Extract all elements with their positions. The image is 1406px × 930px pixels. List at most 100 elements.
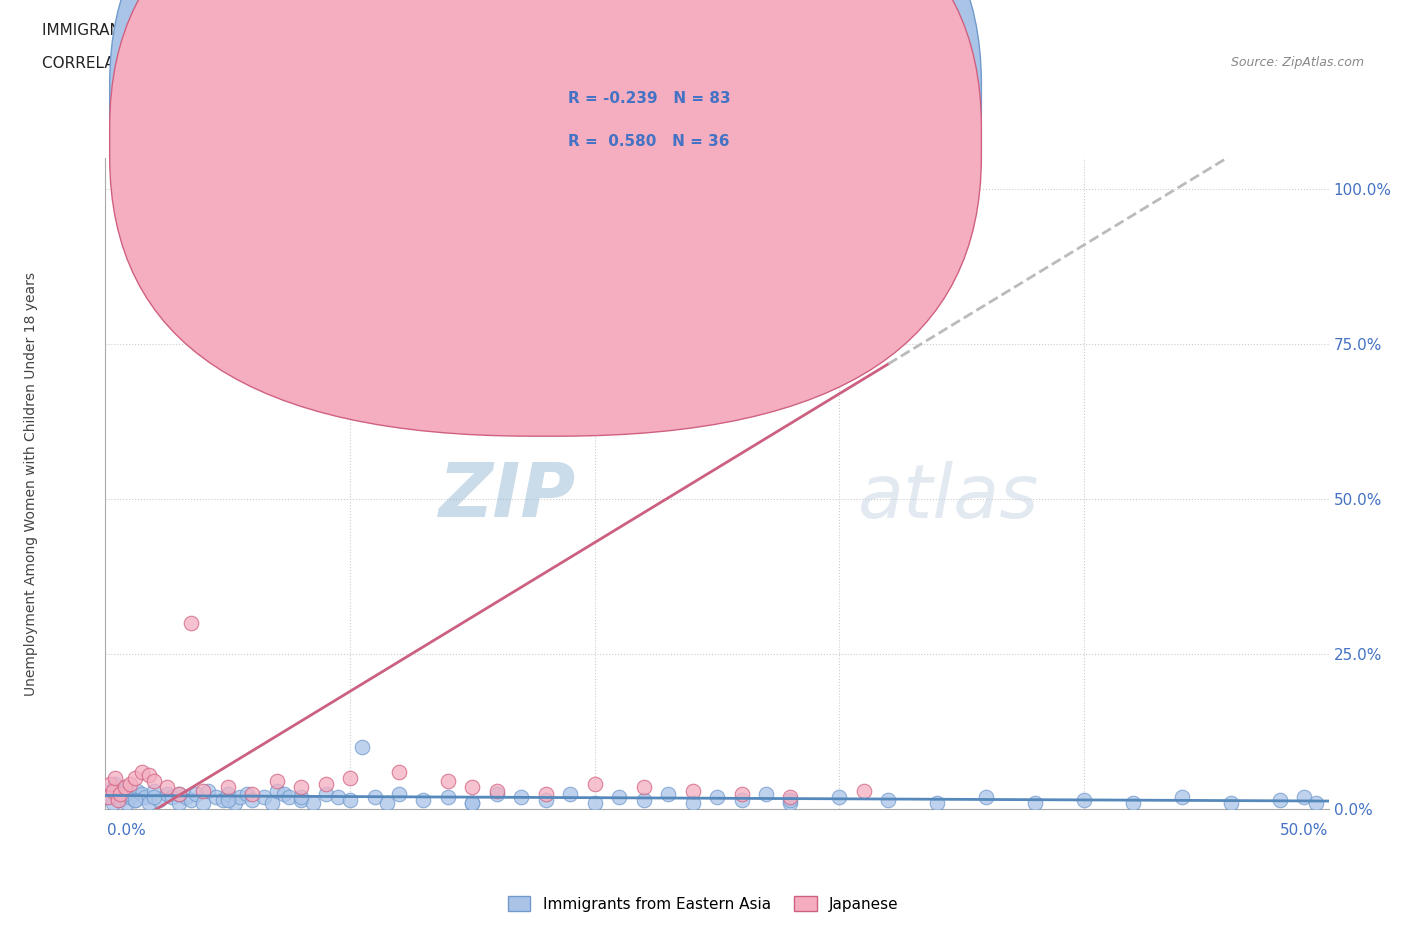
Point (278, 790, 301, 804)
Point (111, 786, 134, 801)
Point (315, 777, 337, 791)
Point (1219, 795, 1241, 810)
Point (363, 790, 385, 804)
Point (148, 792, 170, 807)
Point (437, 790, 460, 804)
Point (131, 764, 153, 779)
Point (104, 777, 127, 791)
Point (138, 795, 160, 810)
Point (167, 786, 190, 801)
Text: CORRELATION CHART: CORRELATION CHART (42, 56, 207, 71)
Point (193, 783, 215, 798)
Text: R =  0.580   N = 36: R = 0.580 N = 36 (568, 134, 730, 149)
Point (1268, 792, 1291, 807)
Point (927, 795, 949, 810)
Point (193, 795, 215, 810)
Point (1305, 795, 1327, 810)
Point (682, 795, 704, 810)
Text: 50.0%: 50.0% (1281, 823, 1329, 838)
Point (156, 780, 179, 795)
Point (534, 792, 557, 807)
Point (167, 786, 190, 801)
Point (107, 790, 129, 804)
Point (143, 783, 166, 798)
Point (1294, 790, 1316, 804)
Point (1073, 792, 1095, 807)
Point (107, 783, 129, 798)
Point (583, 777, 606, 791)
Point (607, 790, 630, 804)
Point (877, 792, 900, 807)
Point (633, 792, 655, 807)
Text: atlas: atlas (858, 460, 1039, 533)
Point (779, 790, 801, 804)
Point (104, 771, 127, 786)
Point (174, 790, 197, 804)
Point (143, 790, 166, 804)
Point (804, 380, 827, 395)
Point (224, 795, 246, 810)
Point (138, 767, 160, 782)
Point (755, 786, 778, 801)
Point (560, 786, 582, 801)
Point (682, 783, 704, 798)
Point (124, 792, 146, 807)
Point (730, 786, 752, 801)
Point (184, 786, 207, 801)
Point (204, 790, 226, 804)
Text: R = -0.239   N = 83: R = -0.239 N = 83 (568, 91, 731, 106)
Point (779, 792, 801, 807)
Point (266, 783, 288, 798)
Point (461, 795, 484, 810)
Point (290, 780, 312, 795)
Point (217, 780, 239, 795)
Point (375, 795, 398, 810)
Point (108, 792, 131, 807)
Point (240, 786, 263, 801)
Point (212, 792, 235, 807)
Point (510, 790, 533, 804)
Point (240, 792, 263, 807)
Point (828, 790, 851, 804)
Text: ZIP: ZIP (439, 460, 576, 533)
Point (485, 783, 508, 798)
Point (229, 790, 252, 804)
Point (852, 783, 875, 798)
Point (197, 783, 219, 798)
Point (253, 790, 276, 804)
Point (461, 780, 484, 795)
Point (114, 786, 136, 801)
Point (779, 795, 801, 810)
Point (1171, 790, 1194, 804)
Point (118, 790, 141, 804)
Point (1024, 795, 1046, 810)
Point (437, 774, 460, 789)
Point (131, 786, 153, 801)
Point (180, 792, 202, 807)
Point (633, 780, 655, 795)
Point (266, 774, 288, 789)
Point (217, 786, 239, 801)
Point (273, 786, 295, 801)
Point (117, 795, 139, 810)
Point (388, 764, 411, 779)
Point (98, 777, 121, 791)
Point (160, 790, 183, 804)
Text: Source: ZipAtlas.com: Source: ZipAtlas.com (1230, 56, 1364, 69)
Point (107, 792, 129, 807)
Point (127, 783, 149, 798)
Text: 0.0%: 0.0% (107, 823, 146, 838)
Point (828, 349, 851, 364)
Point (143, 774, 166, 789)
Point (124, 771, 146, 786)
Point (974, 790, 997, 804)
Point (114, 780, 136, 795)
Point (134, 790, 156, 804)
Point (156, 786, 179, 801)
Point (108, 786, 131, 801)
Point (657, 786, 679, 801)
Point (706, 790, 728, 804)
Point (583, 795, 606, 810)
Point (534, 786, 557, 801)
Point (97, 790, 120, 804)
